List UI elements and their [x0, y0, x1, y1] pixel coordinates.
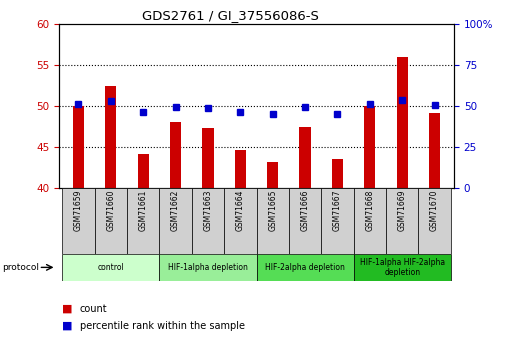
Text: HIF-1alpha HIF-2alpha
depletion: HIF-1alpha HIF-2alpha depletion	[360, 258, 445, 277]
Bar	[224, 188, 256, 254]
Text: GSM71660: GSM71660	[106, 190, 115, 231]
Text: GDS2761 / GI_37556086-S: GDS2761 / GI_37556086-S	[143, 9, 319, 22]
Bar	[321, 188, 353, 254]
Text: protocol: protocol	[3, 263, 40, 272]
Bar	[419, 188, 451, 254]
Text: percentile rank within the sample: percentile rank within the sample	[80, 321, 245, 331]
Bar	[397, 57, 408, 188]
Bar	[332, 159, 343, 188]
Bar	[289, 188, 321, 254]
Bar	[127, 188, 160, 254]
Bar	[364, 106, 376, 188]
Text: ■: ■	[62, 304, 72, 314]
Text: GSM71664: GSM71664	[236, 190, 245, 231]
Text: GSM71670: GSM71670	[430, 190, 439, 231]
Bar	[202, 128, 213, 188]
Text: HIF-2alpha depletion: HIF-2alpha depletion	[265, 263, 345, 272]
Bar	[170, 122, 181, 188]
Bar	[267, 162, 279, 188]
Bar	[353, 254, 451, 281]
Bar	[62, 254, 160, 281]
Bar	[256, 188, 289, 254]
Bar	[192, 188, 224, 254]
Bar	[137, 154, 149, 188]
Bar	[105, 86, 116, 188]
Text: GSM71663: GSM71663	[204, 190, 212, 231]
Bar	[300, 127, 311, 188]
Text: GSM71669: GSM71669	[398, 190, 407, 231]
Text: GSM71665: GSM71665	[268, 190, 277, 231]
Bar	[160, 188, 192, 254]
Bar	[234, 149, 246, 188]
Bar	[386, 188, 419, 254]
Bar	[429, 112, 440, 188]
Text: control: control	[97, 263, 124, 272]
Text: ■: ■	[62, 321, 72, 331]
Text: HIF-1alpha depletion: HIF-1alpha depletion	[168, 263, 248, 272]
Bar	[73, 106, 84, 188]
Bar	[160, 254, 256, 281]
Text: GSM71668: GSM71668	[365, 190, 374, 231]
Text: GSM71662: GSM71662	[171, 190, 180, 231]
Text: GSM71659: GSM71659	[74, 190, 83, 231]
Bar	[353, 188, 386, 254]
Bar	[62, 188, 94, 254]
Bar	[94, 188, 127, 254]
Text: GSM71661: GSM71661	[139, 190, 148, 231]
Text: GSM71667: GSM71667	[333, 190, 342, 231]
Text: GSM71666: GSM71666	[301, 190, 309, 231]
Text: count: count	[80, 304, 107, 314]
Bar	[256, 254, 353, 281]
